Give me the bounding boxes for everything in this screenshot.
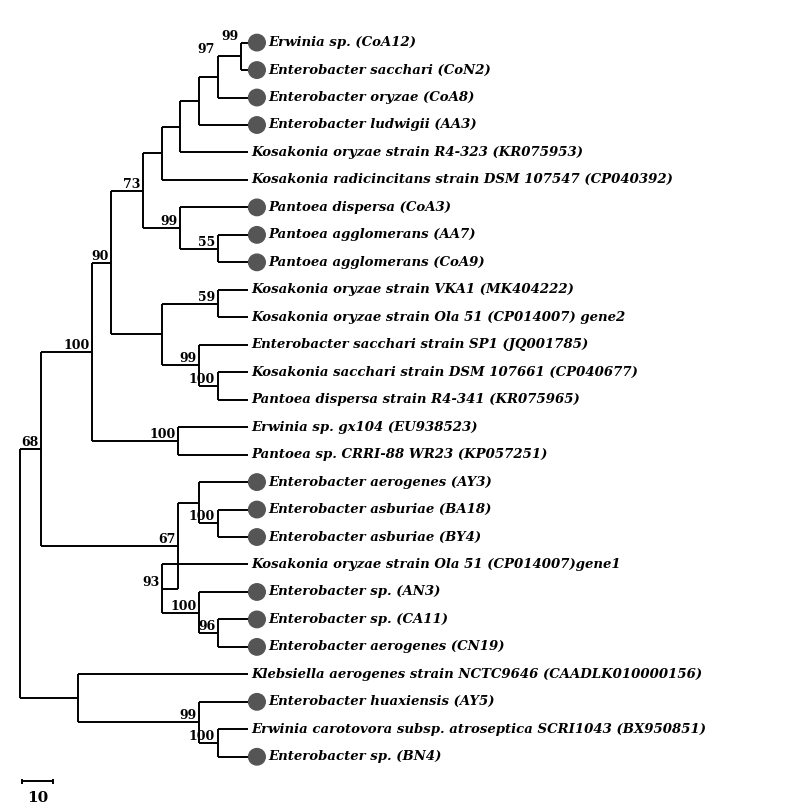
Text: 97: 97 xyxy=(198,44,215,57)
Text: Pantoea sp. CRRI-88 WR23 (KP057251): Pantoea sp. CRRI-88 WR23 (KP057251) xyxy=(251,448,548,461)
Text: Enterobacter asburiae (BY4): Enterobacter asburiae (BY4) xyxy=(269,531,482,544)
Text: 100: 100 xyxy=(63,339,90,351)
Text: 100: 100 xyxy=(189,730,215,743)
Text: Enterobacter asburiae (BA18): Enterobacter asburiae (BA18) xyxy=(269,503,492,516)
Text: Enterobacter huaxiensis (AY5): Enterobacter huaxiensis (AY5) xyxy=(269,696,495,709)
Text: Pantoea agglomerans (CoA9): Pantoea agglomerans (CoA9) xyxy=(269,256,486,269)
Text: 67: 67 xyxy=(158,532,176,545)
Text: Pantoea dispersa (CoA3): Pantoea dispersa (CoA3) xyxy=(269,201,452,214)
Text: Erwinia carotovora subsp. atroseptica SCRI1043 (BX950851): Erwinia carotovora subsp. atroseptica SC… xyxy=(251,723,706,736)
Ellipse shape xyxy=(249,117,266,133)
Text: 100: 100 xyxy=(170,600,197,612)
Text: Enterobacter aerogenes (CN19): Enterobacter aerogenes (CN19) xyxy=(269,641,505,654)
Text: Enterobacter ludwigii (AA3): Enterobacter ludwigii (AA3) xyxy=(269,119,478,132)
Ellipse shape xyxy=(249,227,266,243)
Ellipse shape xyxy=(249,473,266,490)
Ellipse shape xyxy=(249,528,266,545)
Text: 59: 59 xyxy=(198,291,215,304)
Ellipse shape xyxy=(249,501,266,518)
Text: 100: 100 xyxy=(189,373,215,386)
Ellipse shape xyxy=(249,62,266,78)
Text: Enterobacter sp. (BN4): Enterobacter sp. (BN4) xyxy=(269,751,442,764)
Text: 99: 99 xyxy=(221,30,238,43)
Ellipse shape xyxy=(249,200,266,216)
Text: 99: 99 xyxy=(179,352,197,365)
Ellipse shape xyxy=(249,638,266,655)
Text: Kosakonia oryzae strain Ola 51 (CP014007) gene2: Kosakonia oryzae strain Ola 51 (CP014007… xyxy=(251,311,626,324)
Ellipse shape xyxy=(249,90,266,106)
Text: 73: 73 xyxy=(123,178,141,191)
Text: 99: 99 xyxy=(161,215,178,228)
Text: Erwinia sp. (CoA12): Erwinia sp. (CoA12) xyxy=(269,36,417,49)
Text: 99: 99 xyxy=(179,709,197,722)
Text: Enterobacter oryzae (CoA8): Enterobacter oryzae (CoA8) xyxy=(269,91,475,104)
Text: 10: 10 xyxy=(26,791,48,805)
Ellipse shape xyxy=(249,611,266,628)
Text: Enterobacter aerogenes (AY3): Enterobacter aerogenes (AY3) xyxy=(269,476,492,489)
Text: Klebsiella aerogenes strain NCTC9646 (CAADLK010000156): Klebsiella aerogenes strain NCTC9646 (CA… xyxy=(251,668,702,681)
Text: Enterobacter sp. (AN3): Enterobacter sp. (AN3) xyxy=(269,586,441,599)
Text: 55: 55 xyxy=(198,236,215,249)
Text: Kosakonia oryzae strain Ola 51 (CP014007)gene1: Kosakonia oryzae strain Ola 51 (CP014007… xyxy=(251,558,621,571)
Ellipse shape xyxy=(249,748,266,765)
Text: Kosakonia oryzae strain R4-323 (KR075953): Kosakonia oryzae strain R4-323 (KR075953… xyxy=(251,146,583,159)
Text: Erwinia sp. gx104 (EU938523): Erwinia sp. gx104 (EU938523) xyxy=(251,421,478,434)
Text: 100: 100 xyxy=(189,511,215,524)
Ellipse shape xyxy=(249,693,266,710)
Text: Pantoea agglomerans (AA7): Pantoea agglomerans (AA7) xyxy=(269,229,476,242)
Text: Enterobacter sp. (CA11): Enterobacter sp. (CA11) xyxy=(269,613,449,626)
Text: 96: 96 xyxy=(198,621,215,633)
Text: 68: 68 xyxy=(22,436,38,448)
Text: Kosakonia oryzae strain VKA1 (MK404222): Kosakonia oryzae strain VKA1 (MK404222) xyxy=(251,284,574,297)
Text: Enterobacter sacchari (CoN2): Enterobacter sacchari (CoN2) xyxy=(269,64,491,77)
Text: Enterobacter sacchari strain SP1 (JQ001785): Enterobacter sacchari strain SP1 (JQ0017… xyxy=(251,339,589,351)
Text: Kosakonia sacchari strain DSM 107661 (CP040677): Kosakonia sacchari strain DSM 107661 (CP… xyxy=(251,366,638,379)
Text: Kosakonia radicincitans strain DSM 107547 (CP040392): Kosakonia radicincitans strain DSM 10754… xyxy=(251,174,674,187)
Text: 93: 93 xyxy=(142,575,159,588)
Text: 90: 90 xyxy=(91,250,108,263)
Ellipse shape xyxy=(249,35,266,51)
Text: Pantoea dispersa strain R4-341 (KR075965): Pantoea dispersa strain R4-341 (KR075965… xyxy=(251,393,580,406)
Text: 100: 100 xyxy=(150,428,176,441)
Ellipse shape xyxy=(249,254,266,271)
Ellipse shape xyxy=(249,583,266,600)
